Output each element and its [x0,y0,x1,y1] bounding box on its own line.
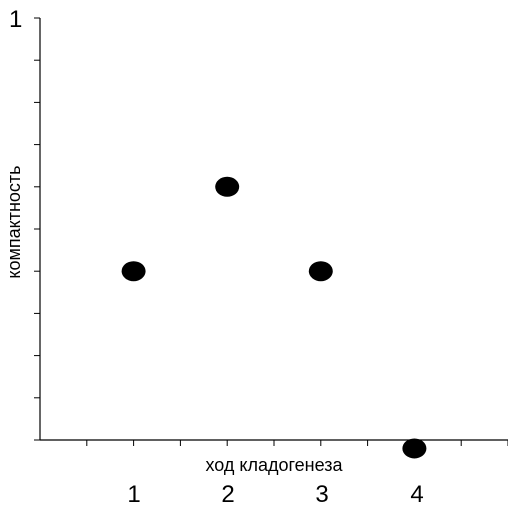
x-tick-label: 2 [221,481,234,508]
data-point [215,176,240,197]
axes [39,18,508,441]
y-tick-label-top: 1 [9,6,22,33]
data-point [308,261,333,282]
data-points [121,176,427,459]
x-tick-label: 1 [127,481,140,508]
x-tick-label: 3 [315,481,328,508]
x-axis-label: ход кладогенеза [205,455,343,475]
ticks [34,17,508,446]
data-point [402,438,427,459]
data-point [121,261,146,282]
x-tick-label: 4 [410,481,423,508]
y-axis-label: компактность [4,165,24,278]
